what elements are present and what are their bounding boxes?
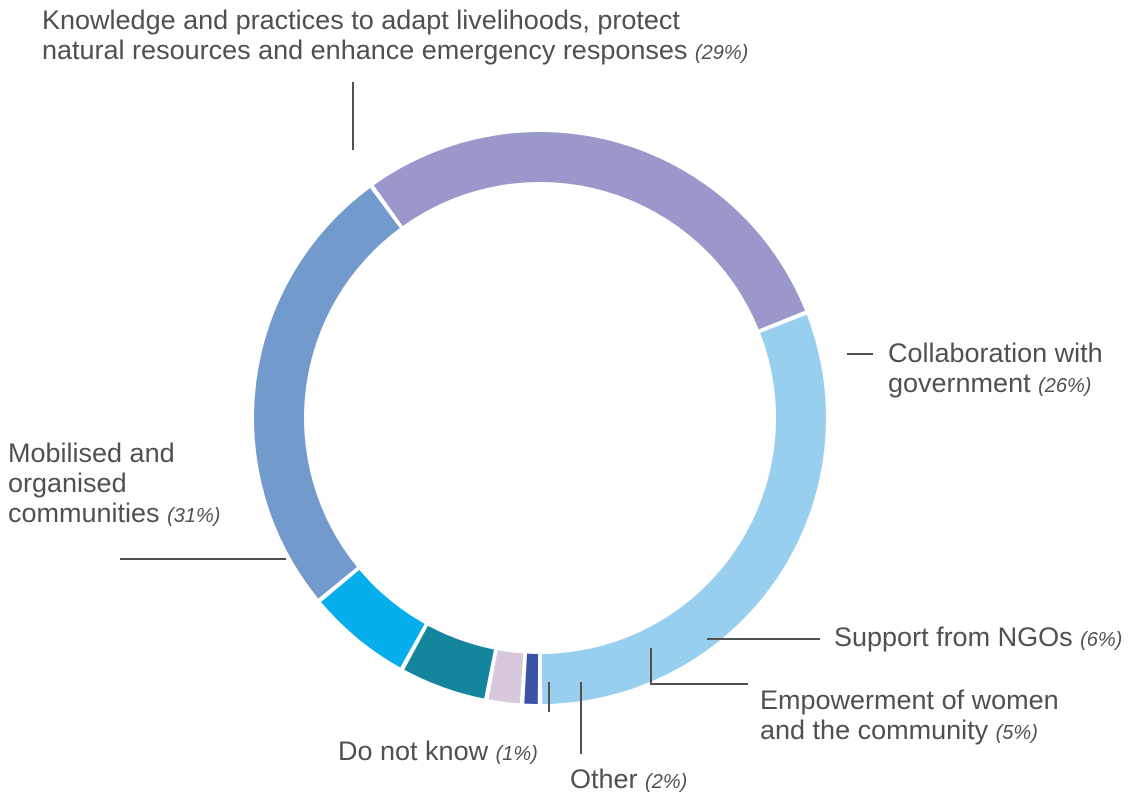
label-collaboration-line-1: Collaboration with <box>888 338 1103 368</box>
label-other: Other (2%) <box>570 764 687 797</box>
leader-line-mobilised <box>120 558 286 560</box>
donut-segment-knowledge-and-practices-to-adapt-livelih <box>373 132 806 330</box>
label-mobilised-line-3-text: communities <box>8 498 160 528</box>
donut-segment-support-from-ngos <box>321 569 425 668</box>
label-collaboration: Collaboration with government (26%) <box>888 338 1103 401</box>
label-knowledge-line-1: Knowledge and practices to adapt livelih… <box>42 5 680 35</box>
donut-segment-mobilised-and-organised-communities <box>541 314 826 704</box>
leader-line-other <box>580 682 582 754</box>
donut-segment-empowerment-of-women-and-the-community <box>404 625 494 699</box>
leader-line-collaboration <box>847 353 873 355</box>
label-mobilised: Mobilised and organised communities (31%… <box>8 438 220 531</box>
label-empowerment-pct: (5%) <box>995 722 1038 744</box>
label-ngos-text: Support from NGOs <box>834 622 1073 652</box>
label-collaboration-pct: (26%) <box>1038 375 1092 397</box>
label-do-not-know-text: Do not know <box>338 736 489 766</box>
label-knowledge-pct: (29%) <box>694 42 749 64</box>
donut-segment-do-not-know <box>524 653 539 704</box>
leader-line-do-not-know <box>548 682 550 712</box>
donut-segment-collaboration-with-government <box>254 187 400 599</box>
label-empowerment-line-1: Empowerment of women <box>760 685 1059 715</box>
label-knowledge: Knowledge and practices to adapt livelih… <box>42 5 748 68</box>
leader-line-knowledge <box>352 82 354 150</box>
label-ngos-pct: (6%) <box>1080 629 1123 651</box>
label-collaboration-line-2-text: government <box>888 368 1031 398</box>
leader-line-empowerment-v <box>650 648 652 684</box>
label-mobilised-line-1: Mobilised and <box>8 438 175 468</box>
donut-segment-other <box>488 650 524 704</box>
label-mobilised-pct: (31%) <box>167 505 221 527</box>
label-collaboration-line-2: government (26%) <box>888 368 1103 401</box>
label-other-pct: (2%) <box>645 771 688 793</box>
label-knowledge-line-2-text: natural resources and enhance emergency … <box>42 35 688 65</box>
leader-line-empowerment-h <box>650 683 748 685</box>
label-do-not-know-pct: (1%) <box>495 743 538 765</box>
label-empowerment-line-2: and the community (5%) <box>760 715 1059 748</box>
label-mobilised-line-3: communities (31%) <box>8 498 220 531</box>
label-mobilised-line-2: organised <box>8 468 127 498</box>
label-empowerment: Empowerment of women and the community (… <box>760 685 1059 748</box>
label-empowerment-line-2-text: and the community <box>760 715 989 745</box>
leader-line-ngos <box>707 638 820 640</box>
label-knowledge-line-2: natural resources and enhance emergency … <box>42 35 748 68</box>
label-other-text: Other <box>570 764 638 794</box>
label-do-not-know: Do not know (1%) <box>338 736 538 769</box>
label-ngos: Support from NGOs (6%) <box>834 622 1122 655</box>
